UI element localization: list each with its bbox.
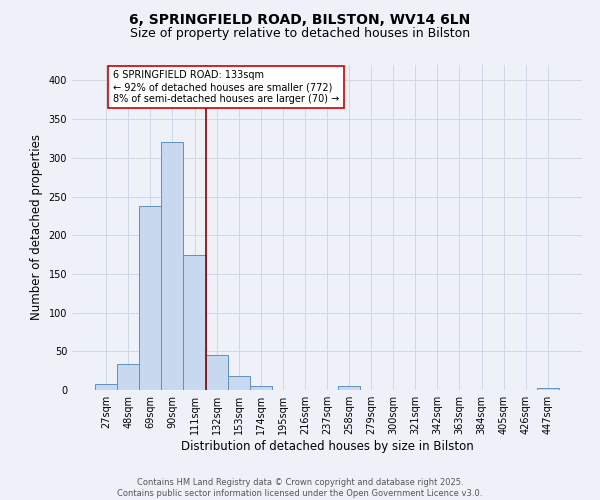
Bar (338, 386, 360, 390)
X-axis label: Distribution of detached houses by size in Bilston: Distribution of detached houses by size … (181, 440, 473, 453)
Bar (206, 355, 227, 390)
Y-axis label: Number of detached properties: Number of detached properties (30, 134, 43, 320)
Bar (537, 388, 559, 390)
Text: Contains HM Land Registry data © Crown copyright and database right 2025.
Contai: Contains HM Land Registry data © Crown c… (118, 478, 482, 498)
Text: Size of property relative to detached houses in Bilston: Size of property relative to detached ho… (130, 28, 470, 40)
Bar (227, 376, 250, 390)
Bar (250, 386, 272, 390)
Bar (117, 364, 139, 390)
Text: 6 SPRINGFIELD ROAD: 133sqm
← 92% of detached houses are smaller (772)
8% of semi: 6 SPRINGFIELD ROAD: 133sqm ← 92% of deta… (113, 70, 339, 104)
Bar (184, 254, 206, 390)
Text: 6, SPRINGFIELD ROAD, BILSTON, WV14 6LN: 6, SPRINGFIELD ROAD, BILSTON, WV14 6LN (130, 12, 470, 26)
Bar (139, 206, 161, 390)
Bar (161, 142, 184, 390)
Bar (95, 384, 117, 390)
